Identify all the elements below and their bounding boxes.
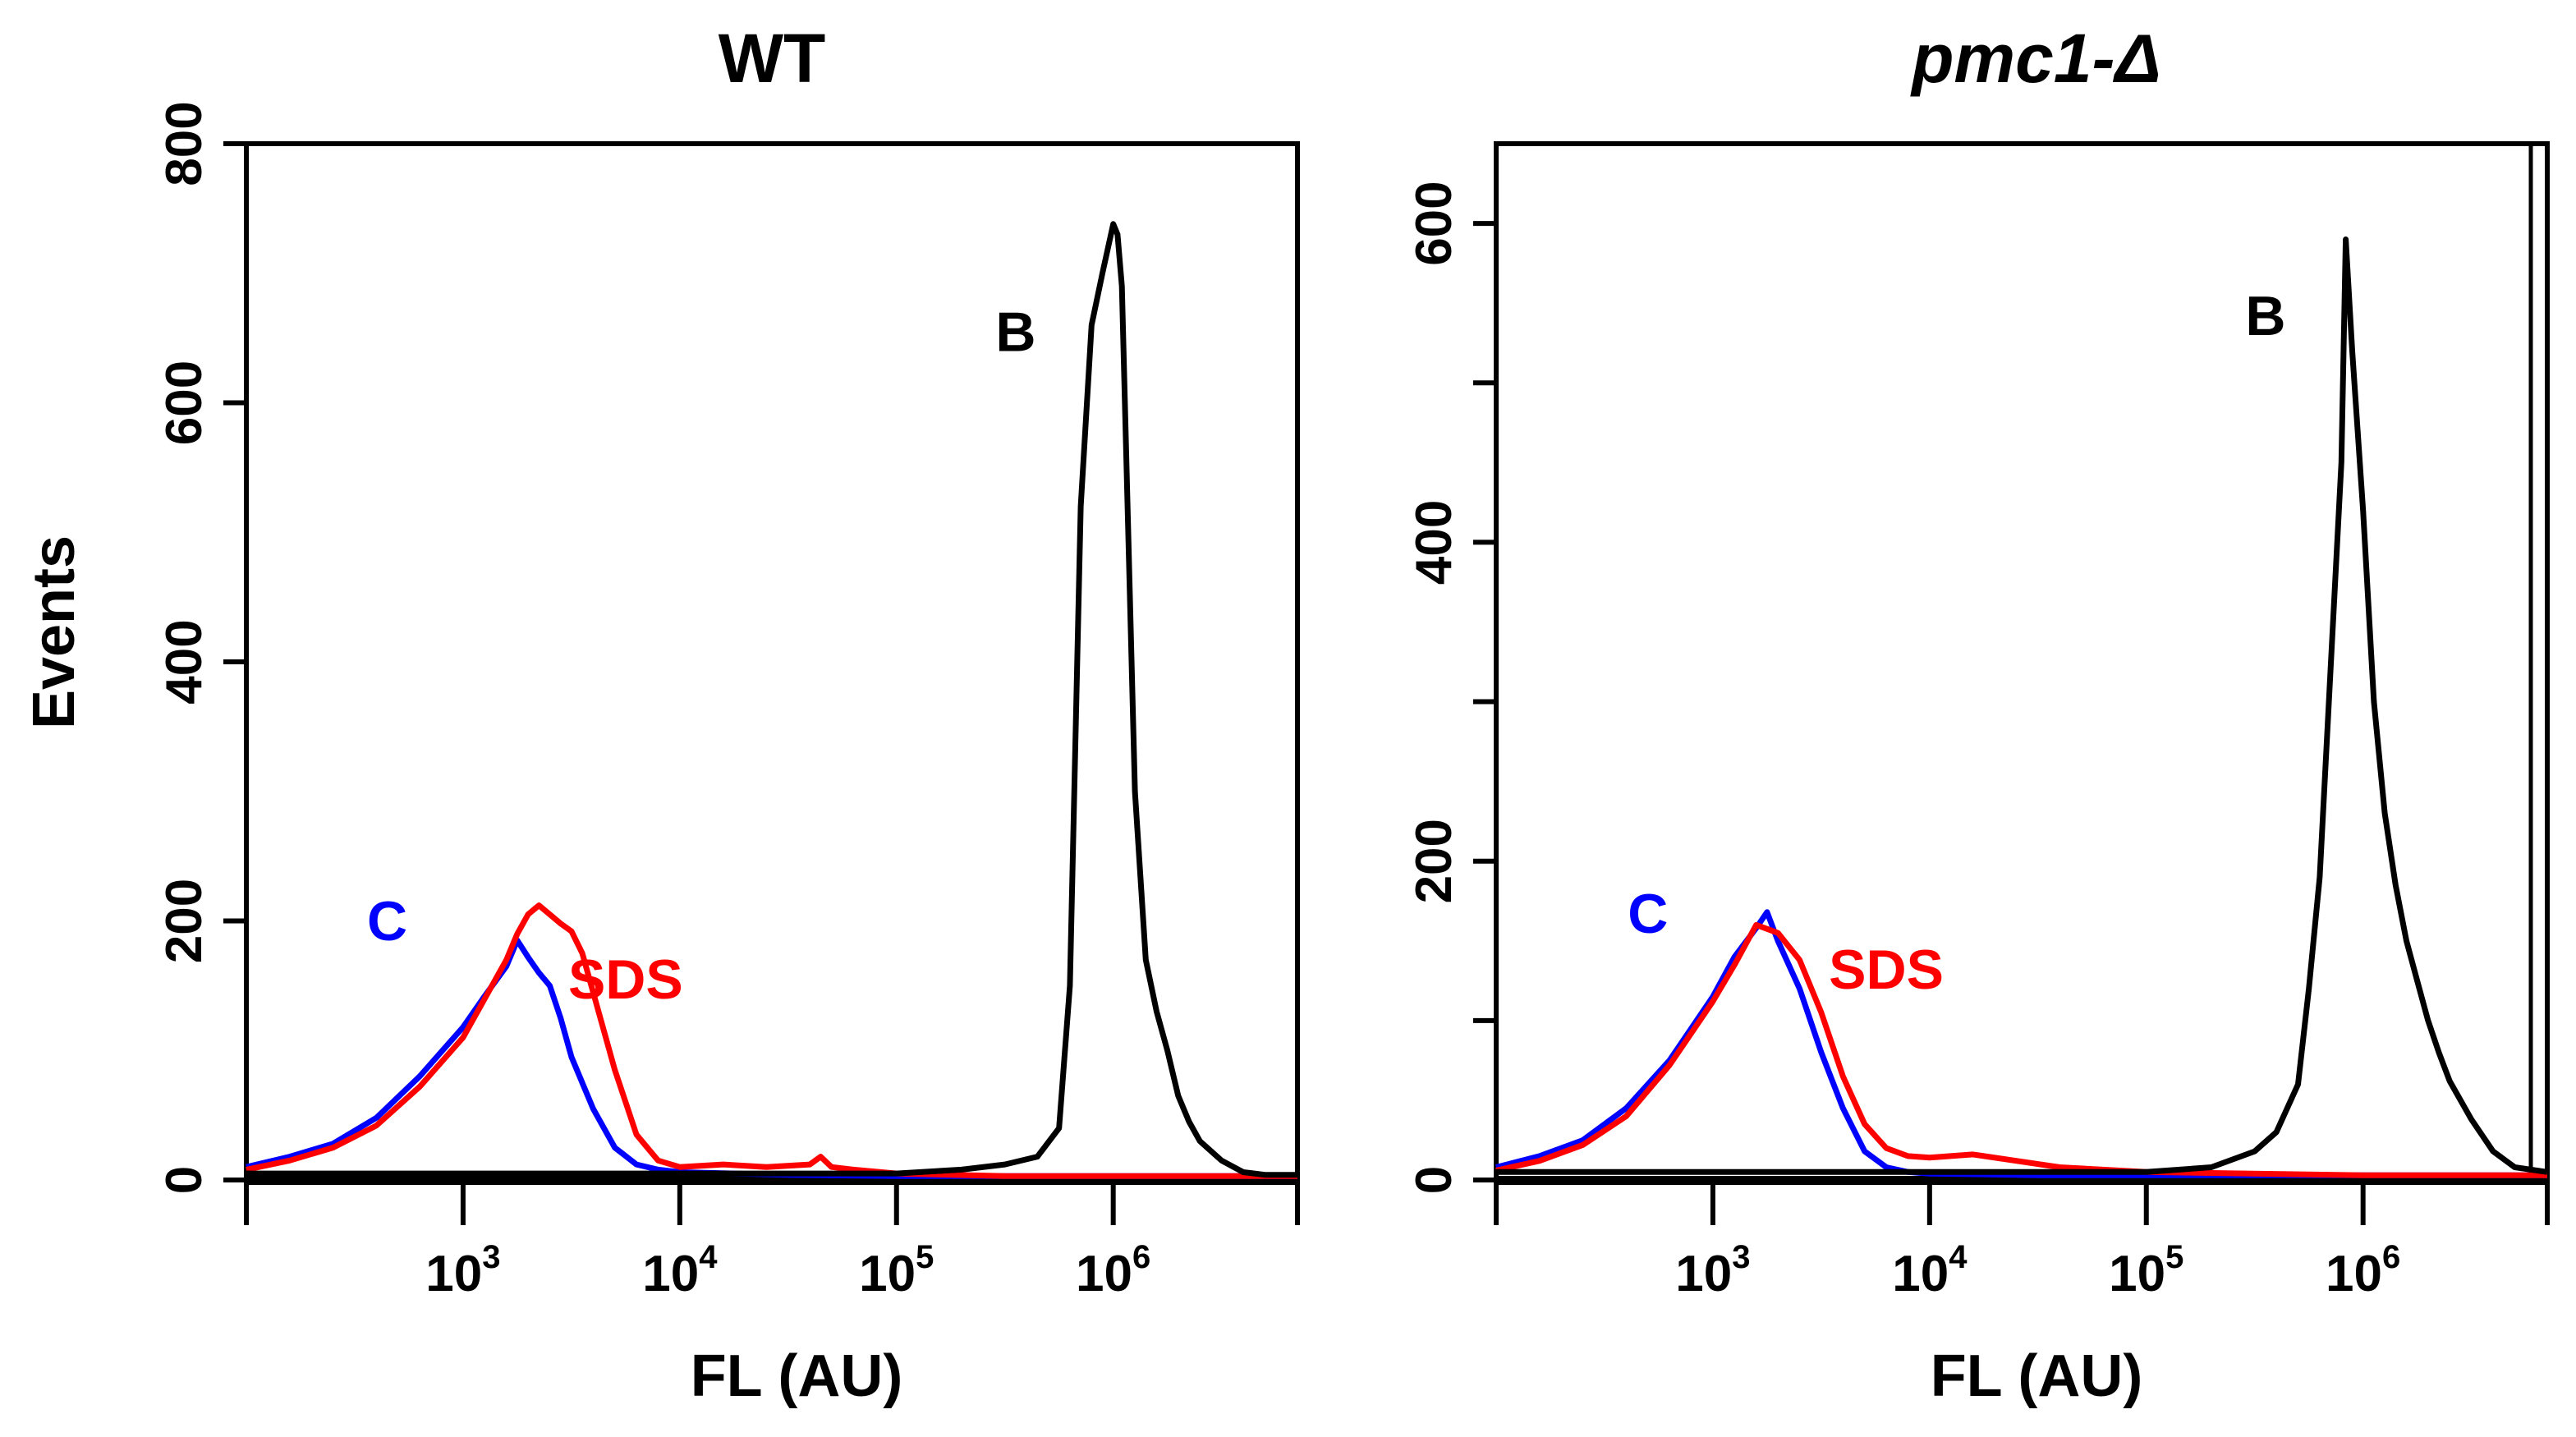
x-tick-label: 105	[2109, 1239, 2183, 1302]
series-sds-line	[246, 902, 1297, 1179]
curve-label-c: C	[1628, 883, 1668, 945]
x-tick-label: 103	[425, 1239, 500, 1302]
curve-label-b: B	[2245, 285, 2285, 347]
x-tick-label: 104	[1892, 1239, 1968, 1302]
y-tick-label: 400	[156, 619, 213, 704]
y-tick-label: 600	[156, 360, 213, 445]
x-tick-label: 103	[1675, 1239, 1750, 1302]
curve-label-sds: SDS	[1829, 939, 1944, 1001]
plot-frame	[244, 141, 1300, 1185]
panel-wt: WT Events FL (AU) 0 200 400 600 800 103 104 105…	[21, 20, 1300, 1409]
series-b-line	[1496, 236, 2548, 1175]
y-tick-label: 200	[1406, 819, 1462, 903]
series-c-line	[246, 937, 1297, 1179]
y-tick-label: 400	[1406, 500, 1462, 585]
series-sds-line	[1495, 921, 2547, 1178]
panel-pmc1: pmc1-Δ FL (AU) 0 200 400 600 103 104 105 106 C S…	[1406, 20, 2550, 1409]
y-tick-label: 0	[1406, 1166, 1462, 1194]
series-c-line	[1495, 909, 2547, 1178]
curve-label-sds: SDS	[568, 948, 683, 1011]
y-tick-label: 800	[156, 101, 213, 186]
series-group	[1495, 236, 2548, 1178]
series-group	[246, 221, 1297, 1179]
curve-label-c: C	[367, 890, 407, 953]
annotation-group: C SDS B	[367, 301, 1035, 1011]
plot-frame	[1494, 141, 2550, 1185]
y-tick-label: 600	[1406, 181, 1462, 265]
tick-group: 0 200 400 600 103 104 105 106	[1406, 181, 2550, 1302]
x-axis-label: FL (AU)	[1931, 1343, 2143, 1409]
panel-title: pmc1-Δ	[1910, 20, 2161, 97]
annotation-group: C SDS B	[1628, 285, 2285, 1001]
x-tick-label: 105	[859, 1239, 934, 1302]
y-tick-label: 200	[156, 879, 213, 963]
x-tick-label: 106	[2326, 1239, 2400, 1302]
tick-group: 0 200 400 600 800 103 104 105 106	[156, 101, 1300, 1302]
series-b-line	[246, 221, 1297, 1178]
panel-title: WT	[719, 20, 826, 97]
curve-label-b: B	[995, 301, 1035, 363]
x-axis-label: FL (AU)	[691, 1343, 903, 1409]
x-tick-label: 104	[642, 1239, 718, 1302]
x-tick-label: 106	[1076, 1239, 1150, 1302]
y-tick-label: 0	[156, 1166, 213, 1194]
y-axis-label: Events	[21, 535, 87, 729]
